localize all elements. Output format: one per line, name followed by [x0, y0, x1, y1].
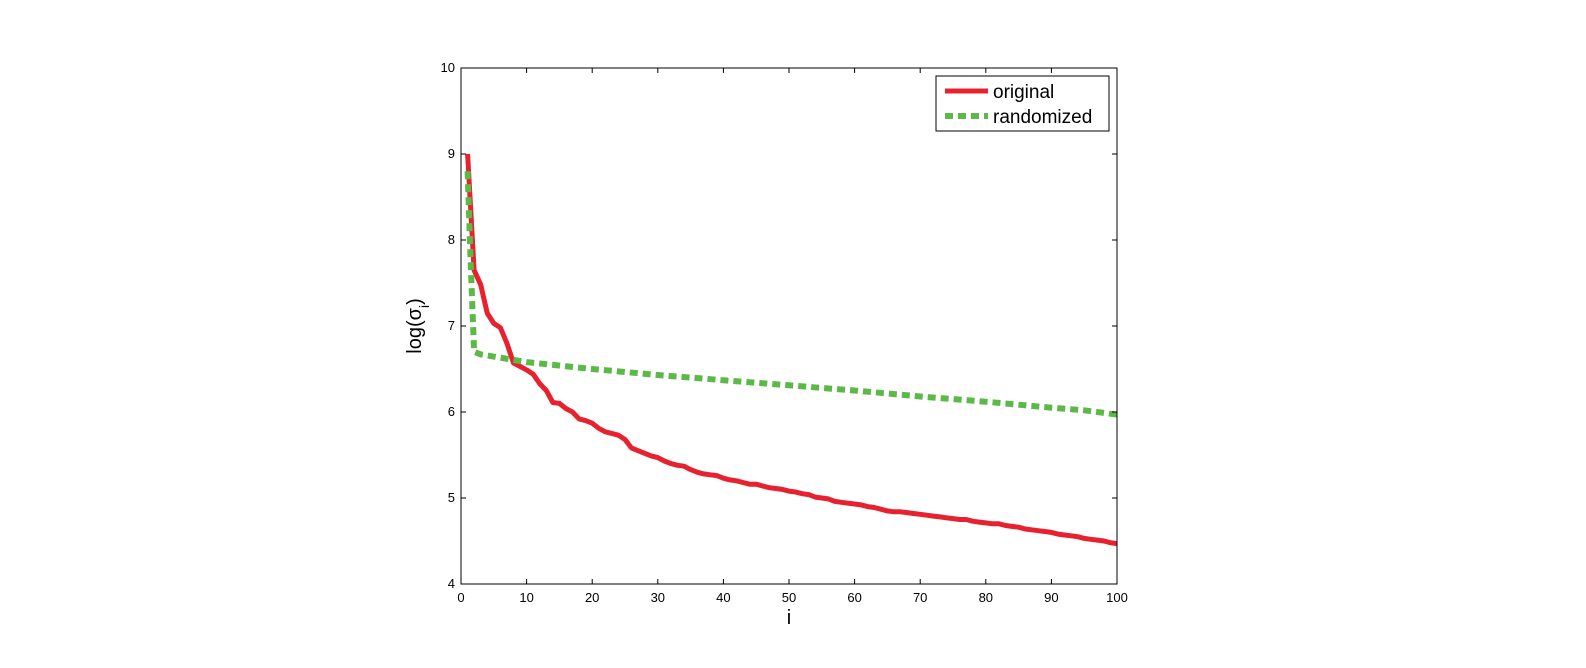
- series-line-original: [465, 153, 1117, 547]
- x-tick-label: 90: [1044, 590, 1058, 605]
- x-tick-label: 50: [782, 590, 796, 605]
- x-tick-label: 40: [716, 590, 730, 605]
- series-line-randomized: [464, 171, 1117, 418]
- y-tick-label: 8: [448, 232, 455, 247]
- y-axis-label-main: log(σ: [404, 307, 426, 353]
- y-axis-label-close: ): [404, 298, 426, 305]
- y-tick-label: 9: [448, 146, 455, 161]
- x-tick-label: 10: [519, 590, 533, 605]
- y-tick-label: 7: [448, 318, 455, 333]
- y-tick-label: 6: [448, 404, 455, 419]
- legend-box: [935, 75, 1110, 132]
- x-tick-label: 20: [585, 590, 599, 605]
- y-axis-label: log(σi): [404, 298, 432, 354]
- series-layer: [464, 153, 1117, 547]
- axes-box: [460, 67, 1118, 585]
- legend-label-randomized: randomized: [993, 107, 1092, 128]
- legend: original randomized: [935, 75, 1110, 132]
- x-tick-label: 30: [651, 590, 665, 605]
- y-tick-label: 5: [448, 490, 455, 505]
- svg-text:log(σi): log(σi): [404, 298, 432, 354]
- legend-label-original: original: [993, 82, 1054, 103]
- tick-layer: 0 10 20 30 40 50 60 70 80 90 100 4 5 6 7 8 9 10: [441, 60, 1128, 605]
- x-tick-label: 70: [913, 590, 927, 605]
- x-axis-label: i: [787, 607, 791, 629]
- y-axis-label-subscript: i: [416, 305, 432, 308]
- x-tick-label: 0: [457, 590, 464, 605]
- x-tick-label: 60: [847, 590, 861, 605]
- y-tick-label: 4: [448, 576, 455, 591]
- x-tick-label: 100: [1106, 590, 1128, 605]
- x-tick-label: 80: [979, 590, 993, 605]
- y-tick-label: 10: [441, 60, 455, 75]
